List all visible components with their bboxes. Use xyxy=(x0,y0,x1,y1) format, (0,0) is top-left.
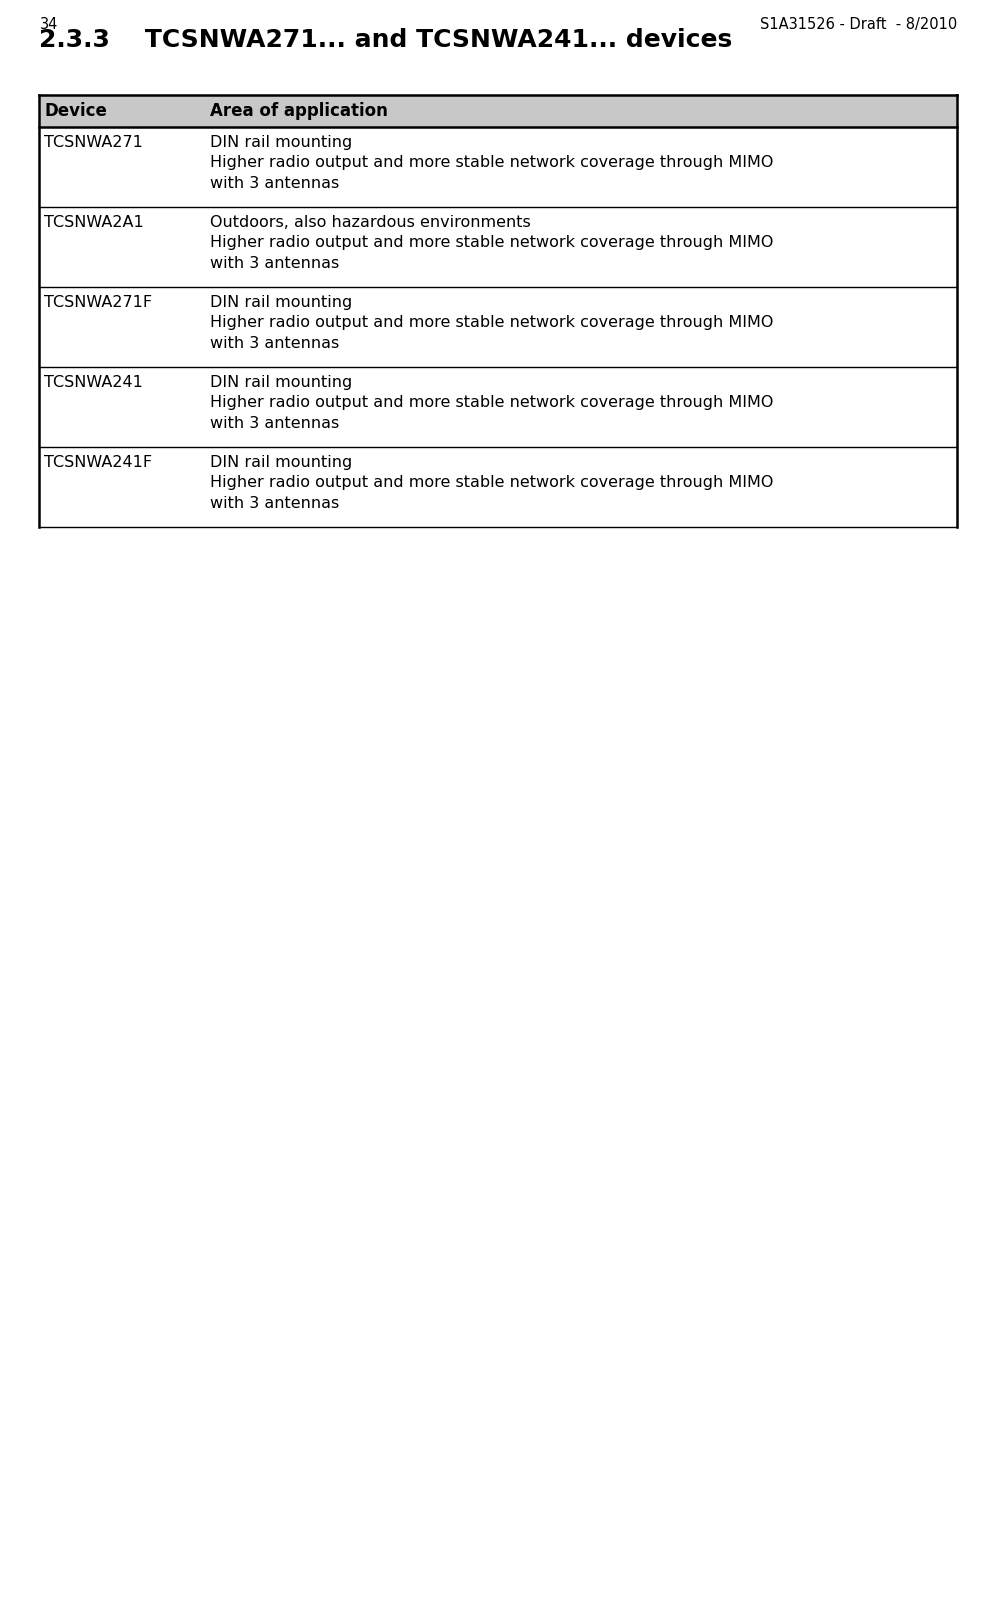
Text: S1A31526 - Draft  - 8/2010: S1A31526 - Draft - 8/2010 xyxy=(759,18,956,32)
Text: 2.3.3    TCSNWA271... and TCSNWA241... devices: 2.3.3 TCSNWA271... and TCSNWA241... devi… xyxy=(39,28,732,52)
Text: TCSNWA241: TCSNWA241 xyxy=(44,376,143,390)
Text: TCSNWA271F: TCSNWA271F xyxy=(44,295,153,309)
Text: Area of application: Area of application xyxy=(210,102,387,120)
Text: DIN rail mounting
Higher radio output and more stable network coverage through M: DIN rail mounting Higher radio output an… xyxy=(210,455,773,512)
Text: DIN rail mounting
Higher radio output and more stable network coverage through M: DIN rail mounting Higher radio output an… xyxy=(210,295,773,351)
Text: Device: Device xyxy=(44,102,107,120)
Text: Outdoors, also hazardous environments
Higher radio output and more stable networ: Outdoors, also hazardous environments Hi… xyxy=(210,215,773,270)
Text: TCSNWA271: TCSNWA271 xyxy=(44,134,143,151)
Text: TCSNWA2A1: TCSNWA2A1 xyxy=(44,215,144,230)
Text: DIN rail mounting
Higher radio output and more stable network coverage through M: DIN rail mounting Higher radio output an… xyxy=(210,134,773,191)
Bar xyxy=(39,96,956,126)
Text: DIN rail mounting
Higher radio output and more stable network coverage through M: DIN rail mounting Higher radio output an… xyxy=(210,376,773,431)
Text: 34: 34 xyxy=(39,18,58,32)
Text: TCSNWA241F: TCSNWA241F xyxy=(44,455,153,470)
